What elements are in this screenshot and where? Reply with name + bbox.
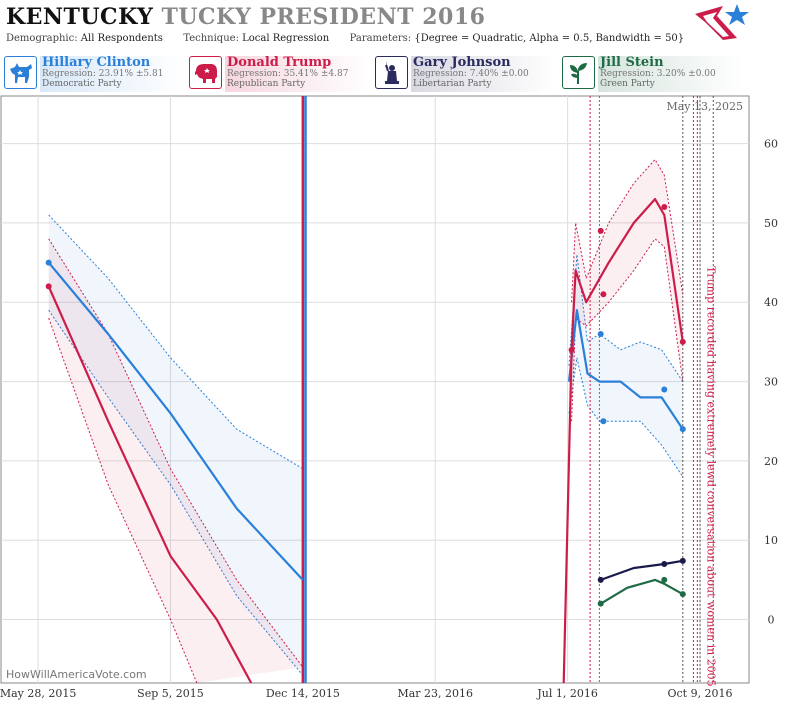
series-line (47, 285, 253, 683)
candidate-party: Green Party (600, 79, 655, 89)
data-point (568, 346, 575, 353)
x-tick-label: Jul 1, 2016 (536, 687, 598, 700)
donkey-icon (4, 56, 37, 89)
y-tick-label: 30 (764, 376, 778, 389)
demographic-label: Demographic: (6, 33, 78, 44)
candidate-name: Jill Stein (600, 55, 664, 70)
candidate-party: Democratic Party (42, 79, 122, 89)
series-line (600, 559, 683, 581)
series-line (600, 578, 684, 605)
data-point (679, 591, 686, 598)
confidence-lower-line (568, 357, 684, 478)
confidence-upper-line (48, 238, 304, 668)
plot-frame (0, 95, 750, 684)
candidate-regression: Regression: 23.91% ±5.81 (42, 69, 164, 79)
chart-title: KENTUCKY TUCKY PRESIDENT 2016 (6, 4, 485, 30)
confidence-band (48, 238, 303, 683)
x-tick-label: Dec 14, 2015 (266, 687, 340, 700)
candidate-name: Gary Johnson (413, 55, 511, 70)
legend-fade (411, 56, 555, 92)
technique-value: Local Regression (242, 33, 330, 44)
data-point (679, 557, 686, 564)
data-point (597, 227, 604, 234)
confidence-band (48, 215, 303, 676)
candidate-regression: Regression: 3.20% ±0.00 (600, 69, 716, 79)
data-point (597, 600, 604, 607)
plot-area (45, 96, 714, 683)
data-point (600, 291, 607, 298)
legend-fade (225, 56, 369, 92)
y-tick-label: 40 (764, 296, 778, 309)
legend-johnson[interactable]: Gary Johnson Regression: 7.40% ±0.00 Lib… (375, 55, 555, 92)
candidate-party: Libertarian Party (413, 79, 492, 89)
data-point (679, 338, 686, 345)
data-point (661, 561, 668, 568)
y-tick-label: 60 (764, 138, 778, 151)
confidence-lower-line (48, 309, 304, 676)
legend-trump[interactable]: Donald Trump Regression: 35.41% ±4.87 Re… (189, 55, 369, 92)
legend-stein[interactable]: Jill Stein Regression: 3.20% ±0.00 Green… (562, 55, 742, 92)
confidence-upper-line (571, 158, 684, 303)
plant-icon (562, 56, 595, 89)
legend-clinton[interactable]: Hillary Clinton Regression: 23.91% ±5.81… (4, 55, 184, 92)
legend-fade (598, 56, 742, 92)
liberty-statue-icon (375, 56, 408, 89)
data-point (597, 576, 604, 583)
x-tick-label: Mar 23, 2016 (397, 687, 473, 700)
parameters-label: Parameters: (349, 33, 412, 44)
candidate-regression: Regression: 7.40% ±0.00 (413, 69, 529, 79)
legend-fade (40, 56, 184, 92)
event-annotation: Trump recorded having extremely lewd con… (704, 266, 717, 687)
y-tick-label: 10 (764, 534, 778, 547)
demographic-value: All Respondents (80, 33, 163, 44)
data-point (45, 259, 52, 266)
candidate-name: Hillary Clinton (42, 55, 151, 70)
confidence-lower-line (48, 317, 198, 683)
data-point (597, 330, 604, 337)
data-point (661, 386, 668, 393)
x-tick-label: Oct 9, 2016 (667, 687, 732, 700)
x-tick-label: Sep 5, 2015 (137, 687, 204, 700)
x-tick-label: May 28, 2015 (0, 687, 76, 700)
parameters-line: Demographic: All Respondents Technique: … (6, 33, 684, 44)
confidence-band (569, 254, 683, 477)
watermark: HowWillAmericaVote.com (6, 668, 147, 681)
y-tick-label: 20 (764, 455, 778, 468)
data-point (600, 418, 607, 425)
confidence-upper-line (48, 214, 304, 470)
y-tick-label: 0 (768, 614, 775, 627)
candidate-name: Donald Trump (227, 55, 332, 70)
datestamp: May 13, 2025 (666, 100, 743, 113)
data-point (45, 283, 52, 290)
parameters-value: {Degree = Quadratic, Alpha = 0.5, Bandwi… (414, 33, 685, 44)
series-line (567, 309, 684, 430)
data-point (661, 576, 668, 583)
title-state: KENTUCKY (6, 4, 154, 30)
y-tick-label: 50 (764, 217, 778, 230)
star-logo-icon (695, 4, 749, 40)
data-point (661, 204, 668, 211)
title-race: TUCKY PRESIDENT 2016 (161, 4, 486, 30)
confidence-upper-line (568, 254, 684, 382)
series-line (562, 198, 684, 683)
candidate-regression: Regression: 35.41% ±4.87 (227, 69, 349, 79)
technique-label: Technique: (183, 33, 239, 44)
confidence-band (571, 159, 683, 422)
series-line (47, 261, 304, 581)
data-point (679, 426, 686, 433)
candidate-party: Republican Party (227, 79, 306, 89)
elephant-icon (189, 56, 222, 89)
